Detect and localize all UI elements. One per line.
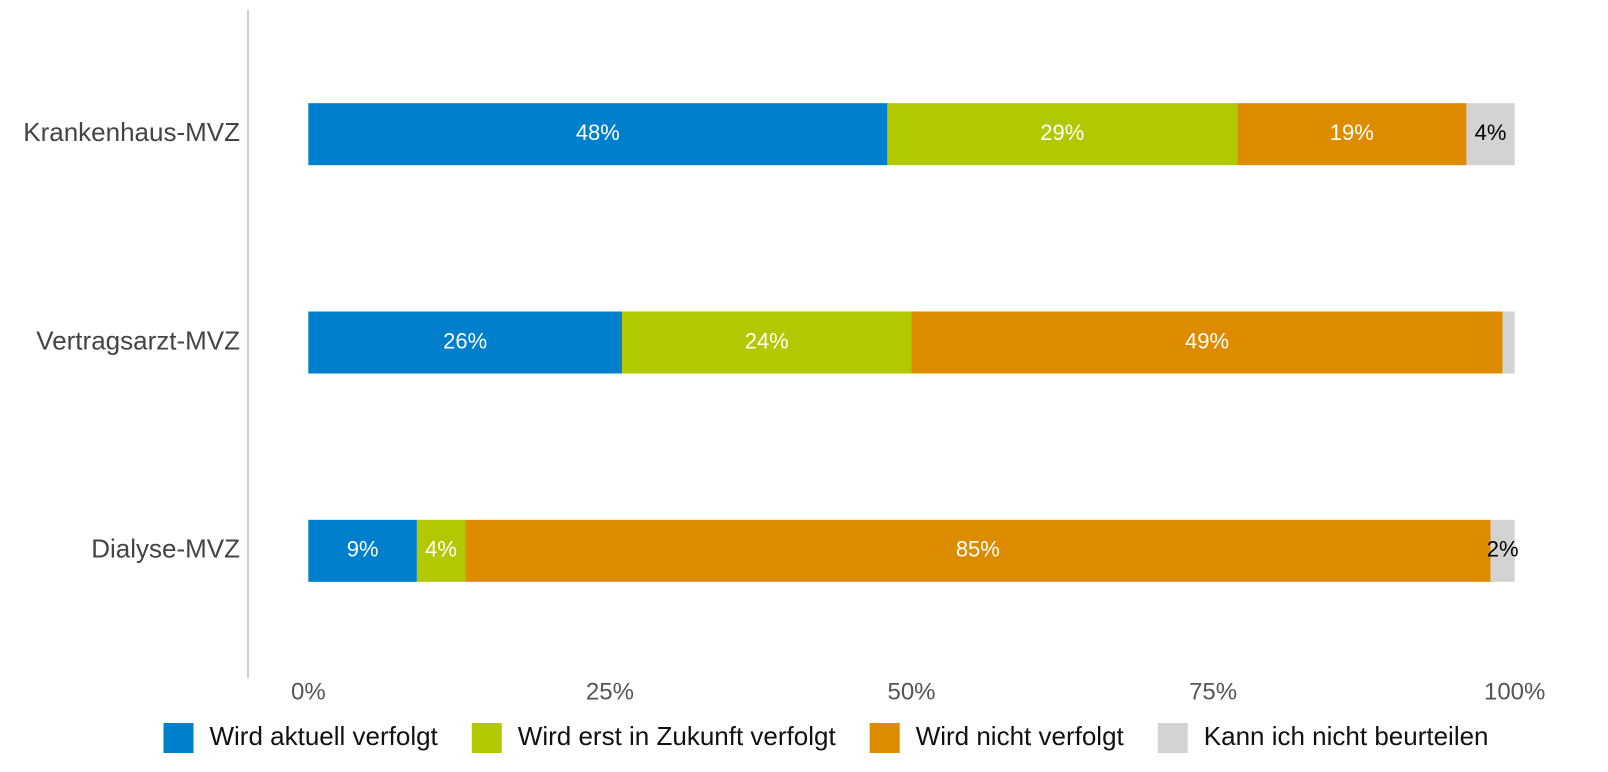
data-label: 4% (425, 537, 457, 562)
x-tick-label: 75% (1189, 678, 1237, 705)
y-tick-label: Krankenhaus-MVZ (23, 117, 240, 147)
data-label: 26% (443, 328, 487, 353)
x-tick-label: 50% (887, 678, 935, 705)
bar-segment (1502, 311, 1515, 374)
data-label: 9% (347, 537, 379, 562)
bar-segment (308, 103, 888, 166)
legend-label: Kann ich nicht beurteilen (1204, 721, 1489, 751)
bar-segment (465, 519, 1491, 582)
data-label: 24% (745, 328, 789, 353)
data-label: 4% (1475, 120, 1507, 145)
bar-segment (621, 311, 912, 374)
bar-segment (1490, 519, 1515, 582)
data-label: 2% (1487, 537, 1519, 562)
legend-swatch (471, 723, 502, 753)
legend-label: Wird aktuell verfolgt (209, 721, 438, 751)
legend-swatch (869, 723, 900, 753)
x-tick-label: 25% (586, 678, 634, 705)
legend: Wird aktuell verfolgt Wird erst in Zukunf… (163, 721, 1489, 753)
x-tick-label: 0% (291, 678, 326, 705)
bar-segment (1237, 103, 1467, 166)
bar-segment (416, 519, 466, 582)
bar-segment (911, 311, 1503, 374)
data-label: 85% (956, 537, 1000, 562)
bar-segment (887, 103, 1238, 166)
legend-label: Wird nicht verfolgt (916, 721, 1125, 751)
legend-label: Wird erst in Zukunft verfolgt (518, 721, 837, 751)
x-tick-label: 100% (1484, 678, 1545, 705)
data-label: 49% (1185, 328, 1229, 353)
y-tick-label: Vertragsarzt-MVZ (36, 325, 240, 355)
bar-segment (308, 519, 417, 582)
legend-swatch (1157, 723, 1188, 753)
data-label: 48% (576, 120, 620, 145)
bar-segment (308, 311, 622, 374)
bar-segment (1466, 103, 1515, 166)
legend-swatch (163, 723, 194, 753)
data-label: 29% (1040, 120, 1084, 145)
data-label: 19% (1330, 120, 1374, 145)
y-tick-label: Dialyse-MVZ (91, 534, 240, 564)
